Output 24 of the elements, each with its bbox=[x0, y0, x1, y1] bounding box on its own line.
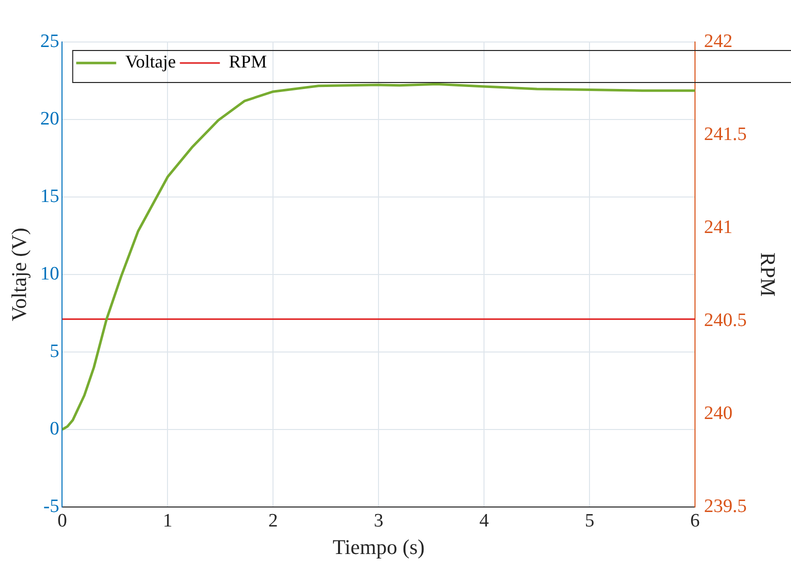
x-tick-label: 4 bbox=[479, 510, 490, 532]
y-tick-label: 15 bbox=[40, 186, 60, 207]
x-tick-label: 5 bbox=[584, 510, 594, 532]
y-tick-label: -5 bbox=[43, 496, 60, 517]
y2-axis-title: RPM bbox=[756, 252, 780, 298]
x-tick-label: 1 bbox=[162, 510, 172, 532]
legend-label: Voltaje bbox=[125, 52, 176, 72]
y2-tick-label: 241.5 bbox=[704, 124, 747, 145]
x-tick-label: 6 bbox=[690, 510, 700, 532]
y-tick-label: 25 bbox=[40, 30, 60, 52]
x-tick-label: 3 bbox=[374, 510, 384, 532]
y-tick-label: 0 bbox=[50, 418, 60, 440]
y2-tick-label: 240 bbox=[704, 402, 733, 424]
y-tick-label: 20 bbox=[40, 108, 60, 130]
legend-label: RPM bbox=[228, 52, 267, 72]
x-tick-label: 2 bbox=[268, 510, 278, 532]
y-axis-title: Voltaje (V) bbox=[7, 228, 32, 322]
x-axis-title: Tiempo (s) bbox=[332, 534, 425, 559]
y2-tick-label: 239.5 bbox=[704, 496, 747, 517]
y2-tick-label: 241 bbox=[704, 216, 733, 238]
y2-tick-label: 240.5 bbox=[704, 310, 747, 331]
y-tick-label: 5 bbox=[50, 340, 60, 362]
y-tick-label: 10 bbox=[40, 263, 60, 284]
y2-tick-label: 242 bbox=[704, 30, 733, 52]
